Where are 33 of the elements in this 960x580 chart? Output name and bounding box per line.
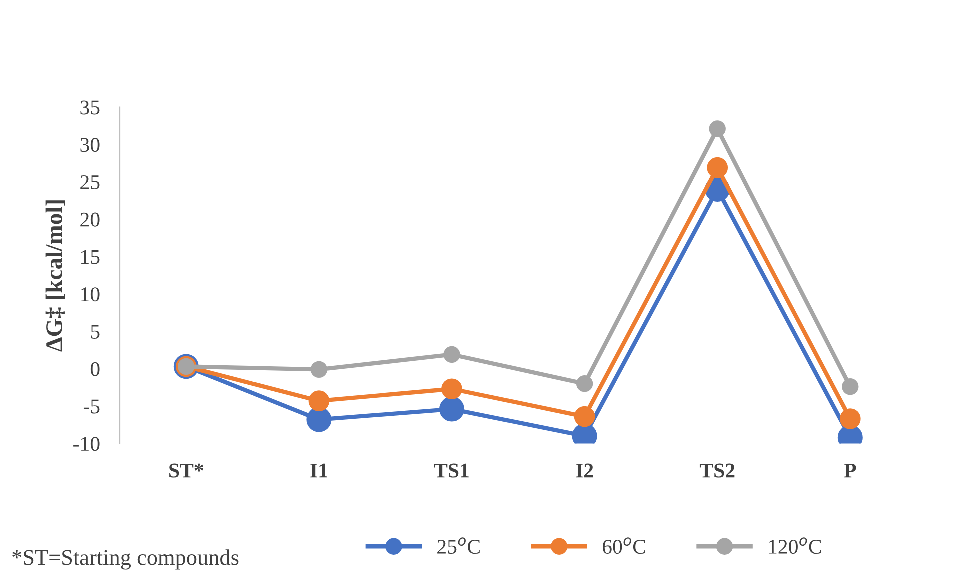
legend-label: 120$^{o}$C: [769, 538, 822, 554]
point: [444, 346, 460, 364]
y-tick-label: 0: [90, 362, 100, 376]
x-tick-label: I1: [310, 464, 328, 478]
text: *ST=Starting compounds: [12, 550, 239, 570]
point: [707, 157, 728, 178]
point: [440, 396, 464, 422]
y-tick-label: 30: [80, 138, 100, 152]
point: [574, 406, 596, 428]
y-axis-title: ΔG‡ [kcal/mol]: [46, 200, 66, 352]
x-tick-label: TS2: [700, 464, 735, 478]
y-tick-label: 25: [80, 175, 100, 190]
y-tick-label: -5: [84, 400, 100, 414]
x-tick-label: P: [844, 464, 856, 478]
point: [576, 376, 594, 392]
point: [442, 378, 462, 400]
y-tick-label: 35: [80, 100, 100, 115]
x-tick-label: I2: [576, 464, 594, 478]
point: [840, 408, 861, 430]
point: [709, 120, 726, 138]
point: [306, 407, 332, 432]
legend-label: 25$^{o}$C: [438, 538, 480, 554]
y-tick-label: -10: [74, 437, 100, 452]
y-tick-label: 10: [82, 288, 100, 302]
point: [842, 378, 859, 396]
point: [310, 361, 328, 378]
y-tick-label: 20: [80, 212, 100, 227]
legend-label: 60$^{o}$C: [602, 538, 646, 554]
x-tick-label: TS1: [434, 464, 469, 478]
y-tick-label: 15: [82, 250, 100, 264]
x-tick-label: ST*: [170, 464, 204, 478]
y-tick-label: 5: [91, 325, 100, 339]
point: [308, 390, 330, 412]
